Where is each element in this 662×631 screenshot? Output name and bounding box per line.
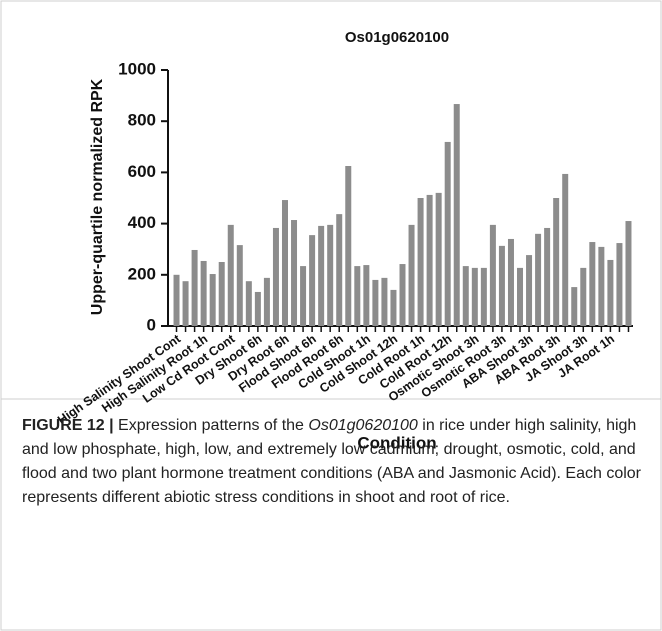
caption: FIGURE 12 | Expression patterns of the O… <box>22 414 642 510</box>
bar <box>535 233 542 326</box>
bar <box>318 225 325 326</box>
bar <box>625 221 632 326</box>
y-tick-label: 800 <box>128 111 156 130</box>
y-tick-label: 0 <box>147 315 156 334</box>
bar <box>372 279 379 326</box>
bar <box>589 242 596 326</box>
bar <box>462 266 469 326</box>
bar <box>507 238 514 326</box>
bar <box>435 192 442 326</box>
bar <box>562 173 569 326</box>
bar <box>245 281 252 326</box>
bar <box>173 274 180 326</box>
bar <box>399 264 406 326</box>
bar <box>544 227 551 326</box>
bar <box>498 245 505 326</box>
bar <box>517 267 524 326</box>
bar <box>309 235 316 326</box>
bar <box>209 274 216 326</box>
bar <box>417 198 424 326</box>
bar <box>426 194 433 326</box>
y-axis-label: Upper-quartile normalized RPK <box>89 78 106 315</box>
bar <box>200 260 207 326</box>
bar <box>345 166 352 326</box>
bar <box>363 265 370 326</box>
bar <box>453 104 460 326</box>
bar <box>480 267 487 326</box>
bar <box>336 214 343 326</box>
gene-name: Os01g0620100 <box>308 417 418 434</box>
caption-text: Expression patterns of the <box>113 417 309 434</box>
y-tick-label: 1000 <box>118 59 156 78</box>
bar <box>471 267 478 326</box>
bar <box>227 224 234 326</box>
y-tick-label: 600 <box>128 162 156 181</box>
bar <box>263 277 270 326</box>
bar <box>281 200 288 326</box>
bar <box>254 291 261 326</box>
bar <box>291 220 298 326</box>
bar <box>236 245 243 326</box>
y-tick-label: 400 <box>128 213 156 232</box>
bar <box>616 243 623 326</box>
bar <box>272 227 279 326</box>
bar <box>182 281 189 326</box>
bar <box>526 255 533 326</box>
bar <box>553 198 560 326</box>
bar <box>327 224 334 326</box>
bar <box>354 266 361 326</box>
bar <box>607 259 614 326</box>
bar <box>408 224 415 326</box>
bar <box>300 266 307 326</box>
bar <box>571 287 578 326</box>
chart-title: Os01g0620100 <box>345 29 449 46</box>
caption-label: FIGURE 12 | <box>22 417 114 434</box>
caption-text: in rice under high salinity, high and lo… <box>22 417 642 506</box>
bar <box>390 289 397 326</box>
bar <box>598 246 605 326</box>
bar <box>580 267 587 326</box>
bar <box>218 262 225 326</box>
y-tick-label: 200 <box>128 264 156 283</box>
x-axis-label: Condition <box>357 433 436 452</box>
bar <box>381 277 388 326</box>
bar <box>191 249 198 326</box>
bar <box>489 224 496 326</box>
bar <box>444 141 451 326</box>
